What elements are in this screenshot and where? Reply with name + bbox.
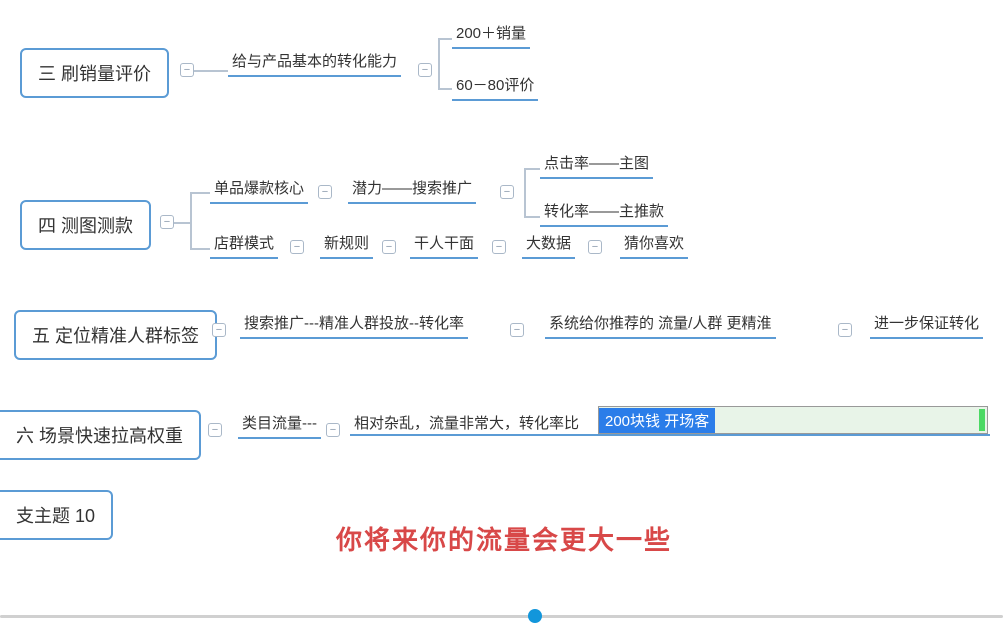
node-edit-input[interactable]: 200块钱 开场客: [598, 406, 988, 434]
node-label: 三 刷销量评价: [38, 60, 151, 86]
node-4-potential[interactable]: 潜力——搜索推广: [348, 175, 476, 204]
progress-thumb[interactable]: [528, 609, 542, 623]
node-label: 单品爆款核心: [214, 180, 304, 197]
node-label: 转化率——主推款: [544, 203, 664, 220]
node-4-ctr[interactable]: 点击率——主图: [540, 150, 653, 179]
expand-icon[interactable]: [838, 323, 852, 337]
node-label: 五 定位精准人群标签: [32, 322, 199, 348]
node-4-store-mode[interactable]: 店群模式: [210, 230, 278, 259]
node-6-category[interactable]: 类目流量---: [238, 410, 321, 439]
connector-line: [190, 192, 192, 248]
expand-icon[interactable]: [290, 240, 304, 254]
connector-line: [524, 168, 526, 216]
node-label: 相对杂乱，流量非常大，转化率比: [354, 415, 579, 432]
expand-icon[interactable]: [382, 240, 396, 254]
node-5-search[interactable]: 搜索推广---精准人群投放--转化率: [240, 310, 468, 339]
expand-icon[interactable]: [500, 185, 514, 199]
connector-line: [350, 434, 990, 436]
node-3-conversion[interactable]: 给与产品基本的转化能力: [228, 48, 401, 77]
connector-line: [438, 38, 452, 40]
node-label: 200＋销量: [456, 25, 526, 42]
node-3-reviews[interactable]: 60－80评价: [452, 72, 538, 101]
node-4-single[interactable]: 单品爆款核心: [210, 175, 308, 204]
node-4-guess[interactable]: 猜你喜欢: [620, 230, 688, 259]
node-section-5[interactable]: 五 定位精准人群标签: [14, 310, 217, 360]
node-3-sales[interactable]: 200＋销量: [452, 20, 530, 49]
node-label: 点击率——主图: [544, 155, 649, 172]
node-5-further[interactable]: 进一步保证转化: [870, 310, 983, 339]
expand-icon[interactable]: [588, 240, 602, 254]
connector-line: [524, 168, 540, 170]
node-label: 进一步保证转化: [874, 315, 979, 332]
node-5-system[interactable]: 系统给你推荐的 流量/人群 更精淮: [545, 310, 776, 339]
node-label: 类目流量---: [242, 415, 317, 432]
connector-line: [194, 70, 228, 72]
node-label: 支主题 10: [16, 502, 95, 528]
edit-selection: 200块钱 开场客: [599, 408, 715, 433]
expand-icon[interactable]: [326, 423, 340, 437]
expand-icon[interactable]: [510, 323, 524, 337]
node-label: 给与产品基本的转化能力: [232, 53, 397, 70]
node-section-4[interactable]: 四 测图测款: [20, 200, 151, 250]
video-subtitle: 你将来你的流量会更大一些: [336, 520, 672, 557]
expand-icon[interactable]: [208, 423, 222, 437]
node-label: 新规则: [324, 235, 369, 252]
node-label: 大数据: [526, 235, 571, 252]
node-label: 搜索推广---精准人群投放--转化率: [244, 315, 464, 332]
node-label: 六 场景快速拉高权重: [16, 422, 183, 448]
node-label: 潜力——搜索推广: [352, 180, 472, 197]
connector-line: [190, 248, 210, 250]
node-section-3[interactable]: 三 刷销量评价: [20, 48, 169, 98]
node-label: 店群模式: [214, 235, 274, 252]
connector-line: [174, 222, 190, 224]
subtitle-text: 你将来你的流量会更大一些: [336, 525, 672, 555]
node-label: 四 测图测款: [38, 212, 133, 238]
text-cursor: [979, 409, 985, 431]
node-4-cvr[interactable]: 转化率——主推款: [540, 198, 668, 227]
connector-line: [524, 216, 540, 218]
node-section-6[interactable]: 六 场景快速拉高权重: [0, 410, 201, 460]
node-4-newrule[interactable]: 新规则: [320, 230, 373, 259]
expand-icon[interactable]: [418, 63, 432, 77]
connector-line: [438, 38, 440, 88]
connector-line: [438, 88, 452, 90]
expand-icon[interactable]: [160, 215, 174, 229]
node-label: 系统给你推荐的 流量/人群 更精淮: [549, 315, 772, 332]
connector-line: [190, 192, 210, 194]
node-6-desc[interactable]: 相对杂乱，流量非常大，转化率比: [350, 410, 583, 437]
expand-icon[interactable]: [212, 323, 226, 337]
node-label: 干人干面: [414, 235, 474, 252]
node-label: 60－80评价: [456, 77, 534, 94]
node-4-bigdata[interactable]: 大数据: [522, 230, 575, 259]
progress-track[interactable]: [0, 615, 1003, 618]
expand-icon[interactable]: [492, 240, 506, 254]
node-label: 猜你喜欢: [624, 235, 684, 252]
node-topic-10[interactable]: 支主题 10: [0, 490, 113, 540]
node-4-thousand[interactable]: 干人干面: [410, 230, 478, 259]
expand-icon[interactable]: [318, 185, 332, 199]
expand-icon[interactable]: [180, 63, 194, 77]
